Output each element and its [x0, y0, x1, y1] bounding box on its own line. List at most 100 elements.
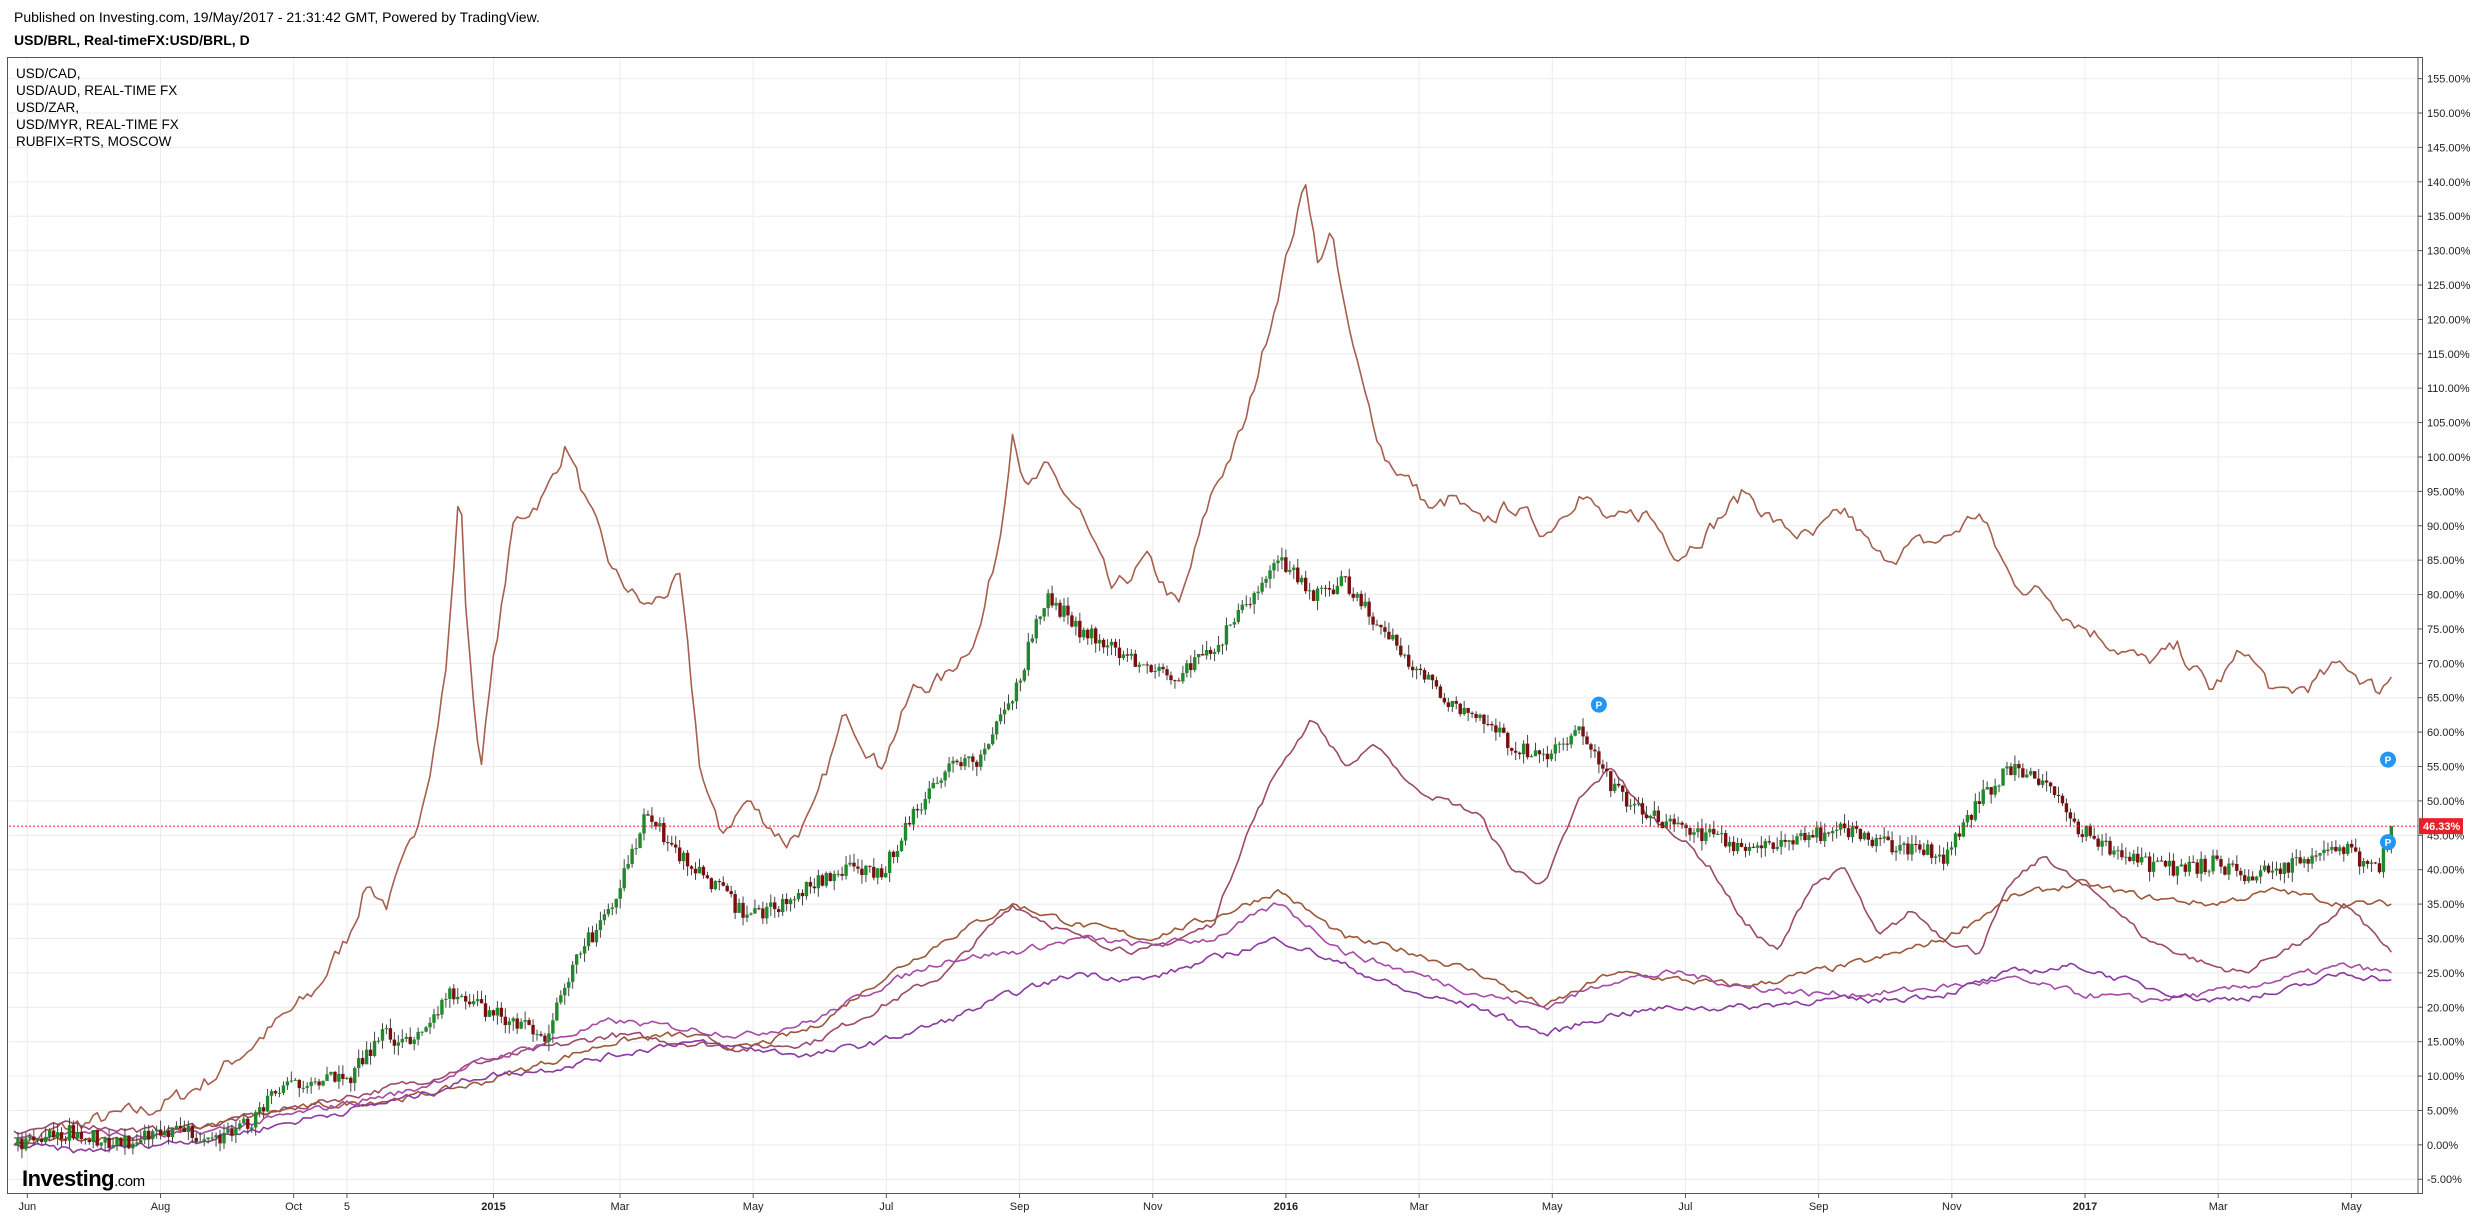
y-tick-label: -5.00%	[2427, 1174, 2462, 1186]
candle-body	[852, 862, 856, 867]
candle-body	[123, 1135, 127, 1147]
candle-body	[273, 1091, 278, 1094]
candle-body	[1474, 714, 1478, 718]
candle-body	[832, 873, 836, 881]
candle-body	[368, 1049, 373, 1056]
candle-body	[1945, 849, 1950, 864]
candle-body	[83, 1139, 88, 1141]
candle-body	[257, 1107, 262, 1113]
candle-body	[1553, 744, 1558, 754]
candle-body	[341, 1073, 345, 1079]
candle-body	[143, 1130, 147, 1141]
candle-body	[527, 1020, 531, 1025]
candle-body	[943, 771, 947, 781]
candle-body	[1838, 823, 1843, 830]
candle-body	[868, 865, 872, 867]
legend-item-rubfix[interactable]: RUBFIX=RTS, MOSCOW	[16, 134, 172, 149]
candle-body	[1739, 842, 1744, 847]
candle-body	[448, 988, 452, 999]
candle-body	[2056, 795, 2061, 797]
candle-body	[20, 1138, 24, 1150]
candle-body	[154, 1129, 159, 1132]
candle-body	[1093, 628, 1098, 644]
x-tick-label: Oct	[285, 1201, 302, 1213]
candle-body	[95, 1129, 99, 1146]
candle-body	[1589, 744, 1593, 750]
event-marker-label: P	[2385, 756, 2392, 767]
y-tick-label: 135.00%	[2427, 211, 2471, 223]
candle-body	[107, 1137, 111, 1148]
candle-body	[103, 1137, 107, 1143]
candle-body	[990, 734, 995, 745]
candle-body	[2021, 768, 2025, 778]
candle-body	[1652, 810, 1657, 816]
y-tick-label: 155.00%	[2427, 74, 2471, 86]
candle-body	[289, 1080, 294, 1082]
candle-body	[2060, 795, 2065, 804]
candle-body	[1375, 624, 1379, 626]
candle-body	[2037, 778, 2041, 785]
candle-body	[1933, 856, 1938, 858]
candle-body	[1585, 736, 1589, 745]
candle-body	[1193, 657, 1197, 671]
candle-body	[535, 1034, 539, 1036]
candle-body	[2092, 835, 2096, 839]
candle-body	[1985, 787, 1989, 790]
candle-body	[1692, 832, 1696, 835]
chart-frame[interactable]	[7, 57, 2423, 1194]
candle-body	[800, 892, 805, 897]
candle-body	[1513, 750, 1518, 753]
x-tick-label: Nov	[1942, 1201, 1962, 1213]
candle-body	[2326, 849, 2330, 851]
candle-body	[1145, 664, 1149, 666]
candle-body	[1410, 666, 1415, 671]
y-tick-label: 40.00%	[2427, 865, 2465, 877]
candle-body	[2159, 860, 2164, 862]
candle-body	[150, 1131, 155, 1140]
candle-body	[1537, 750, 1542, 755]
current-value-badge	[2419, 818, 2463, 835]
legend-item-usd-cad[interactable]: USD/CAD,	[16, 66, 81, 81]
candle-body	[396, 1042, 401, 1046]
x-tick-label: 2016	[1274, 1201, 1298, 1213]
candle-body	[1997, 785, 2001, 787]
candle-body	[1601, 764, 1605, 769]
legend-item-usd-aud[interactable]: USD/AUD, REAL-TIME FX	[16, 83, 178, 98]
candle-body	[1117, 647, 1122, 659]
candle-body	[1486, 723, 1490, 725]
candle-body	[1426, 674, 1431, 680]
legend-item-usd-zar[interactable]: USD/ZAR,	[16, 100, 80, 115]
candle-body	[1252, 593, 1256, 605]
candle-body	[547, 1033, 551, 1042]
candle-body	[1605, 768, 1609, 772]
candle-body	[1173, 680, 1177, 682]
candle-body	[1712, 828, 1716, 835]
y-tick-label: 125.00%	[2427, 280, 2471, 292]
candle-body	[1953, 833, 1958, 848]
candle-body	[1264, 578, 1268, 583]
candle-body	[927, 788, 931, 799]
candle-body	[297, 1079, 301, 1089]
candle-body	[1323, 587, 1328, 589]
candle-body	[1791, 840, 1795, 845]
candle-body	[353, 1068, 357, 1084]
candle-body	[198, 1141, 202, 1143]
candle-body	[47, 1130, 52, 1137]
candle-body	[523, 1020, 527, 1022]
candle-body	[582, 946, 587, 954]
y-tick-label: 70.00%	[2427, 658, 2465, 670]
candle-body	[2064, 803, 2069, 813]
candle-body	[277, 1092, 282, 1094]
candle-body	[713, 881, 718, 890]
candle-body	[1458, 703, 1462, 715]
candle-body	[59, 1132, 64, 1140]
candle-body	[2310, 855, 2314, 864]
candle-body	[1438, 686, 1443, 698]
candle-body	[872, 866, 876, 878]
candle-body	[1593, 749, 1597, 752]
legend-item-usd-myr[interactable]: USD/MYR, REAL-TIME FX	[16, 117, 179, 132]
candle-body	[2175, 866, 2180, 876]
candle-body	[1529, 756, 1534, 758]
candle-body	[618, 888, 622, 899]
